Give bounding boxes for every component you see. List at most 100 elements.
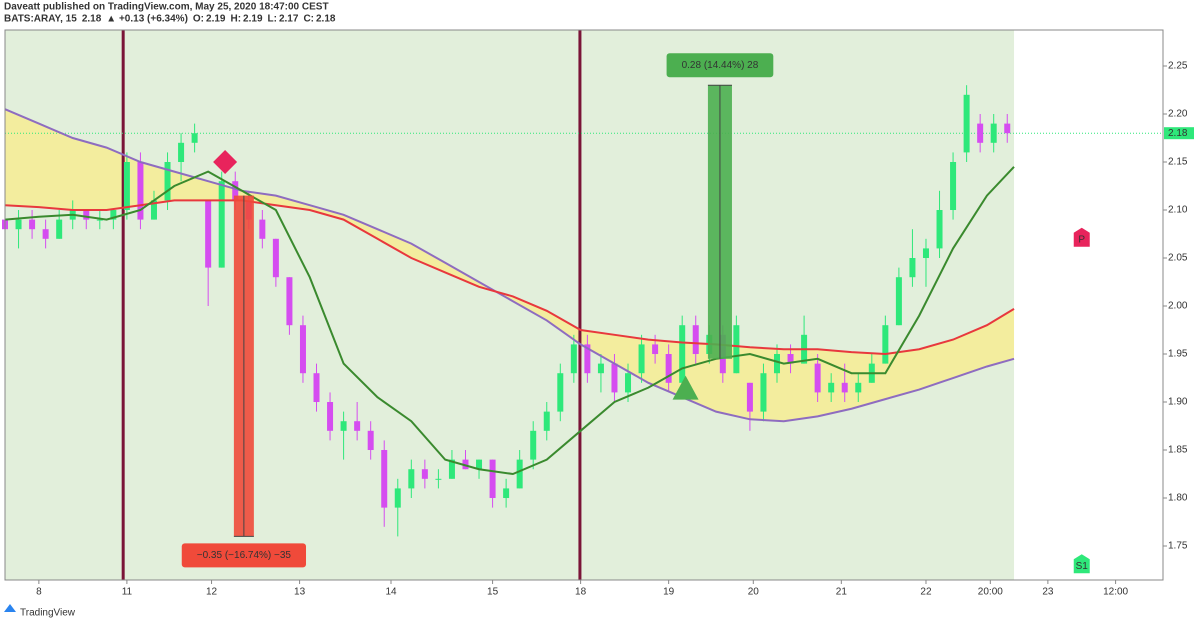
candle-body (205, 200, 212, 268)
candle-body (963, 94, 970, 153)
candle-body (746, 382, 753, 412)
x-tick-label: 18 (575, 587, 587, 598)
symbol-line: BATS:ARAY, 15 2.18 ▲ +0.13 (+6.34%) O: 2.19 H… (4, 14, 336, 25)
candle-body (733, 325, 740, 374)
candle-body (652, 344, 659, 355)
x-tick-label: 21 (836, 587, 848, 598)
x-tick-label: 8 (36, 587, 42, 598)
y-tick-label: 2.20 (1168, 109, 1188, 120)
last-price-label: 2.18 (1168, 128, 1188, 139)
candle-body (367, 430, 374, 451)
change: ▲ +0.13 (+6.34%) (106, 14, 188, 25)
candle-body (774, 354, 780, 374)
logo-icon (4, 604, 16, 612)
candle-body (29, 219, 36, 230)
y-tick-label: 1.75 (1168, 541, 1188, 552)
y-tick-label: 2.00 (1168, 301, 1188, 312)
candle-body (760, 373, 767, 412)
symbol: BATS:ARAY, 15 (4, 14, 77, 25)
footer-brand: TradingView (20, 608, 76, 619)
candle-body (895, 277, 902, 326)
y-tick-label: 1.90 (1168, 397, 1188, 408)
x-tick-label: 23 (1042, 587, 1054, 598)
indicator-line (4, 166, 1015, 476)
candle-body (990, 123, 997, 143)
ohlc-key: H: (230, 14, 241, 25)
x-tick-label: 14 (385, 587, 397, 598)
candle-body (476, 459, 483, 470)
y-tick-label: 1.80 (1168, 493, 1188, 504)
candle-body (909, 258, 916, 278)
candle-body (570, 344, 577, 374)
candle-body (42, 229, 49, 239)
candle-body (96, 219, 103, 221)
candle-body (557, 373, 564, 412)
y-tick-label: 2.25 (1168, 61, 1188, 72)
candle-body (354, 421, 361, 431)
ohlc-value: 2.19 (243, 14, 263, 25)
candle-body (584, 344, 591, 374)
candle-body (15, 219, 22, 230)
candle-body (259, 219, 266, 239)
indicator-line (4, 199, 1015, 356)
candle-body (814, 363, 821, 393)
last-price-box (1164, 127, 1194, 140)
candle-body (435, 478, 442, 480)
pivot-label: P (1078, 234, 1085, 245)
candle-body (421, 469, 428, 479)
candle-body (530, 430, 537, 460)
candle-body (394, 488, 401, 508)
candle-body (977, 123, 984, 143)
cloud-fill (5, 109, 1015, 422)
x-tick-label: 20:00 (978, 587, 1003, 598)
candle-body (137, 162, 144, 220)
candle-body (936, 210, 943, 249)
candle-body (232, 181, 239, 201)
candle-body (327, 402, 334, 431)
candle-body (381, 450, 388, 508)
ohlc-value: 2.18 (316, 14, 336, 25)
candle-body (638, 344, 645, 374)
ohlc-value: 2.17 (279, 14, 299, 25)
x-tick-label: 19 (663, 587, 675, 598)
signal-diamond (213, 150, 238, 175)
candle-body (625, 373, 632, 393)
x-tick-label: 22 (920, 587, 932, 598)
candle-body (516, 459, 523, 489)
candle-body (299, 325, 306, 374)
candle-body (340, 421, 347, 431)
x-tick-label: 12:00 (1103, 587, 1128, 598)
ohlc-key: L: (268, 14, 277, 25)
candle-body (313, 373, 320, 403)
x-tick-label: 13 (294, 587, 306, 598)
candle-body (841, 382, 848, 393)
pivot-marker (1073, 554, 1090, 574)
signal-triangle (672, 375, 699, 400)
y-tick-label: 1.95 (1168, 349, 1188, 360)
candle-body (882, 325, 889, 364)
measure-label-box (666, 53, 774, 78)
candle-body (489, 459, 496, 499)
candle-body (178, 142, 185, 163)
x-tick-label: 12 (206, 587, 218, 598)
y-tick-label: 1.85 (1168, 445, 1188, 456)
ohlc-key: O: (193, 14, 204, 25)
candle-body (164, 162, 171, 201)
candle-body (503, 488, 510, 499)
candle-body (950, 162, 957, 211)
candle-body (1004, 123, 1011, 134)
candle-body (597, 363, 604, 374)
indicator-line (4, 108, 1015, 423)
y-tick-label: 2.05 (1168, 253, 1188, 264)
candle-body (448, 459, 455, 479)
candle-body (408, 469, 415, 489)
y-tick-label: 2.10 (1168, 205, 1188, 216)
candle-body (922, 248, 929, 259)
last-price: 2.18 (82, 14, 102, 25)
measure-label-box (181, 543, 307, 568)
publisher: Daveatt published on TradingView.com, Ma… (4, 2, 329, 13)
candle-body (286, 277, 293, 326)
candle-body (611, 363, 618, 393)
candle-body (855, 382, 862, 393)
